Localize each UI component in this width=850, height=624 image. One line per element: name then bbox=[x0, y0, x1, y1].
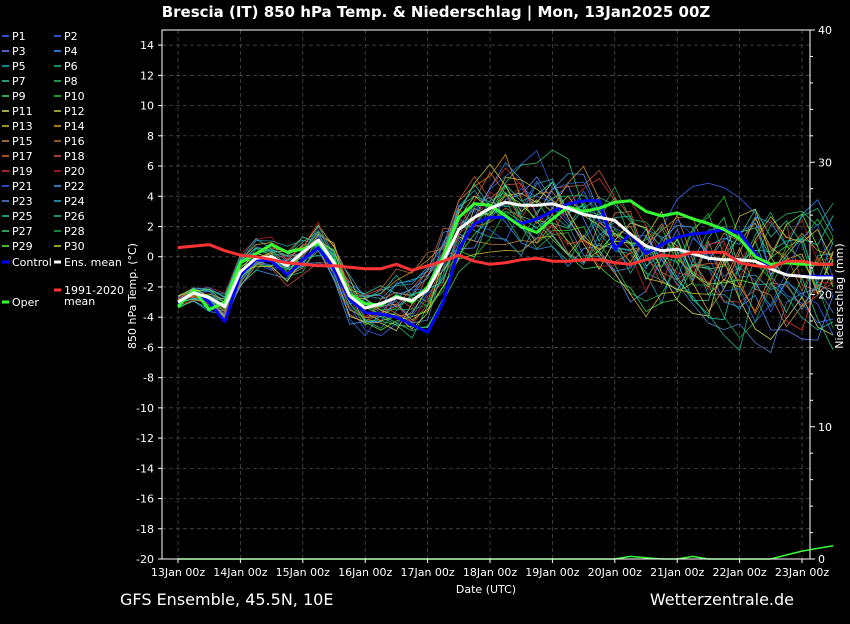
legend-label: P13 bbox=[12, 120, 33, 133]
footer-source: Wetterzentrale.de bbox=[650, 590, 794, 609]
x-tick-label: 19Jan 00z bbox=[525, 566, 579, 579]
y-tick-label: 6 bbox=[147, 160, 154, 173]
precip-line bbox=[178, 545, 834, 560]
legend-label: Oper bbox=[12, 296, 39, 309]
legend-label: P19 bbox=[12, 165, 33, 178]
y-tick-label: -4 bbox=[143, 311, 154, 324]
y-tick-label: -20 bbox=[136, 553, 154, 566]
legend: P1 P2 P3 P4 P5 P6 P7 P8 P9 P10 P11 P12 P13 P14 P15 P16 P… bbox=[2, 30, 124, 309]
legend-label: P7 bbox=[12, 75, 26, 88]
x-tick-label: 15Jan 00z bbox=[276, 566, 330, 579]
y-tick-label: 12 bbox=[140, 69, 154, 82]
legend-label: P8 bbox=[64, 75, 78, 88]
x-tick-label: 13Jan 00z bbox=[151, 566, 205, 579]
legend-label: P24 bbox=[64, 195, 85, 208]
y-tick-label: -14 bbox=[136, 462, 154, 475]
legend-label: P16 bbox=[64, 135, 85, 148]
y-tick-label: 10 bbox=[140, 100, 154, 113]
legend-label: P20 bbox=[64, 165, 85, 178]
series-line-ens-mean bbox=[177, 200, 834, 310]
series-line-oper bbox=[176, 199, 834, 312]
legend-label: P6 bbox=[64, 60, 78, 73]
y-axis-left: 14 12 10 8 6 4 2 0 -2 -4 -6 -8 -10 -12 -14 -16 -18 -20 bbox=[136, 39, 162, 566]
y-right-tick-label: 0 bbox=[818, 553, 825, 566]
x-tick-label: 17Jan 00z bbox=[400, 566, 454, 579]
y-right-tick-label: 30 bbox=[818, 156, 832, 169]
y-tick-label: -10 bbox=[136, 402, 154, 415]
legend-label: P23 bbox=[12, 195, 33, 208]
ensemble-members bbox=[177, 149, 834, 354]
y-axis-right: 40 30 20 10 0 bbox=[810, 24, 832, 566]
x-tick-label: 18Jan 00z bbox=[463, 566, 517, 579]
x-tick-label: 20Jan 00z bbox=[588, 566, 642, 579]
x-tick-label: 14Jan 00z bbox=[213, 566, 267, 579]
y-tick-label: -18 bbox=[136, 523, 154, 536]
y-tick-label: 4 bbox=[147, 190, 154, 203]
y-axis-label-left: 850 hPa Temp. (°C) bbox=[126, 243, 139, 349]
y-tick-label: -16 bbox=[136, 493, 154, 506]
y-tick-label: 0 bbox=[147, 251, 154, 264]
x-axis-label: Date (UTC) bbox=[456, 583, 516, 596]
legend-label: P29 bbox=[12, 240, 33, 253]
footer-model: GFS Ensemble, 45.5N, 10E bbox=[120, 590, 333, 609]
precipitation-lines bbox=[178, 545, 834, 560]
legend-label: 1991-2020 bbox=[64, 284, 124, 297]
y-tick-label: -12 bbox=[136, 432, 154, 445]
legend-label: P12 bbox=[64, 105, 85, 118]
ensemble-line-p30 bbox=[177, 176, 834, 330]
y-right-tick-label: 10 bbox=[818, 421, 832, 434]
y-right-tick-label: 20 bbox=[818, 289, 832, 302]
legend-label: P5 bbox=[12, 60, 26, 73]
legend-label: Ens. mean bbox=[64, 256, 122, 269]
main-series bbox=[176, 199, 834, 334]
legend-label: P1 bbox=[12, 30, 26, 43]
series-line-1991-2020-mean bbox=[177, 243, 834, 272]
y-tick-label: 14 bbox=[140, 39, 154, 52]
legend-label: P21 bbox=[12, 180, 33, 193]
y-tick-label: -6 bbox=[143, 341, 154, 354]
legend-label: P14 bbox=[64, 120, 85, 133]
legend-label: P25 bbox=[12, 210, 33, 223]
ensemble-line-p24 bbox=[177, 217, 834, 311]
x-tick-label: 21Jan 00z bbox=[650, 566, 704, 579]
legend-label: P27 bbox=[12, 225, 33, 238]
legend-label: P18 bbox=[64, 150, 85, 163]
x-tick-label: 22Jan 00z bbox=[712, 566, 766, 579]
legend-label: P2 bbox=[64, 30, 78, 43]
ensemble-line-p25 bbox=[177, 181, 834, 321]
ensemble-line-p6 bbox=[177, 201, 834, 339]
ensemble-line-p4 bbox=[177, 198, 834, 315]
ensemble-line-p10 bbox=[177, 196, 834, 316]
legend-label: P10 bbox=[64, 90, 85, 103]
x-axis: 13Jan 00z 14Jan 00z 15Jan 00z 16Jan 00z 17Ja… bbox=[151, 559, 829, 579]
legend-label: P15 bbox=[12, 135, 33, 148]
legend-label: P17 bbox=[12, 150, 33, 163]
chart-title: Brescia (IT) 850 hPa Temp. & Niederschla… bbox=[162, 3, 711, 22]
y-tick-label: -8 bbox=[143, 372, 154, 385]
legend-label: P26 bbox=[64, 210, 85, 223]
y-right-tick-label: 40 bbox=[818, 24, 832, 37]
legend-label: P3 bbox=[12, 45, 26, 58]
y-axis-label-right: Niederschlag (mm) bbox=[833, 243, 846, 348]
x-tick-label: 23Jan 00z bbox=[775, 566, 829, 579]
legend-label-cont: mean bbox=[64, 295, 95, 308]
legend-label: P11 bbox=[12, 105, 33, 118]
legend-label: P22 bbox=[64, 180, 85, 193]
x-tick-label: 16Jan 00z bbox=[338, 566, 392, 579]
ensemble-line-p20 bbox=[177, 183, 834, 327]
y-tick-label: 2 bbox=[147, 220, 154, 233]
y-tick-label: -2 bbox=[143, 281, 154, 294]
legend-label: P4 bbox=[64, 45, 78, 58]
legend-label: Control bbox=[12, 256, 52, 269]
y-tick-label: 8 bbox=[147, 130, 154, 143]
legend-label: P9 bbox=[12, 90, 26, 103]
legend-label: P28 bbox=[64, 225, 85, 238]
legend-label: P30 bbox=[64, 240, 85, 253]
